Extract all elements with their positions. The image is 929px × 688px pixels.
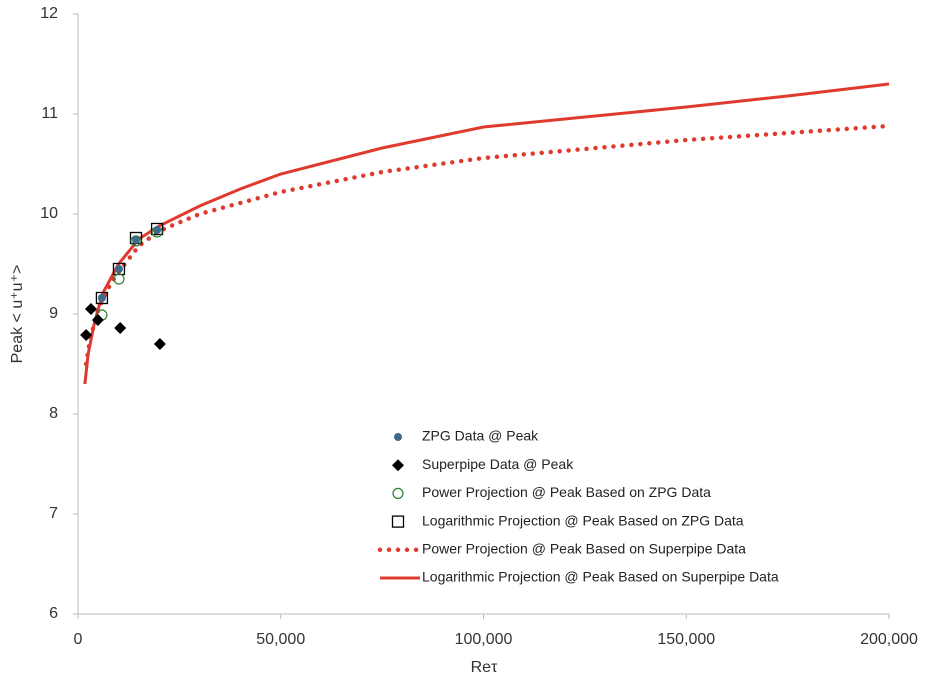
legend-marker <box>394 433 402 441</box>
legend-marker <box>392 459 404 472</box>
data-point <box>95 291 109 305</box>
y-tick-label: 12 <box>40 5 58 22</box>
series-line <box>83 82 890 385</box>
y-axis-label: Peak < u⁺u⁺> <box>9 265 26 364</box>
y-tick-label: 6 <box>49 605 58 622</box>
data-point <box>84 303 97 315</box>
y-tick-label: 11 <box>41 105 58 122</box>
data-point <box>150 222 164 236</box>
x-tick-label: 50,000 <box>256 631 305 648</box>
series-line <box>83 123 892 367</box>
data-point <box>113 273 125 285</box>
data-point <box>153 226 162 234</box>
y-tick-label: 8 <box>49 405 58 422</box>
y-tick-label: 9 <box>49 305 58 322</box>
data-point <box>80 329 93 341</box>
data-point <box>131 236 140 244</box>
legend-marker <box>392 487 404 499</box>
x-tick-label: 150,000 <box>657 631 715 648</box>
data-point <box>153 338 166 350</box>
legend-label: Logarithmic Projection @ Peak Based on S… <box>422 569 779 585</box>
legend-label: Logarithmic Projection @ Peak Based on Z… <box>422 512 744 528</box>
legend-label: ZPG Data @ Peak <box>422 428 539 444</box>
x-tick-label: 200,000 <box>860 631 918 648</box>
y-tick-label: 7 <box>49 505 58 522</box>
legend-label: Power Projection @ Peak Based on Superpi… <box>422 541 746 557</box>
x-tick-label: 0 <box>74 631 83 648</box>
x-axis-label: Reτ <box>471 659 498 676</box>
legend-label: Superpipe Data @ Peak <box>422 456 574 472</box>
x-tick-label: 100,000 <box>455 631 513 648</box>
data-point <box>97 294 106 302</box>
data-point <box>114 322 127 334</box>
data-point <box>91 314 104 326</box>
legend-marker <box>391 515 405 528</box>
legend-label: Power Projection @ Peak Based on ZPG Dat… <box>422 484 711 500</box>
y-tick-label: 10 <box>40 205 58 222</box>
data-point <box>114 265 123 273</box>
